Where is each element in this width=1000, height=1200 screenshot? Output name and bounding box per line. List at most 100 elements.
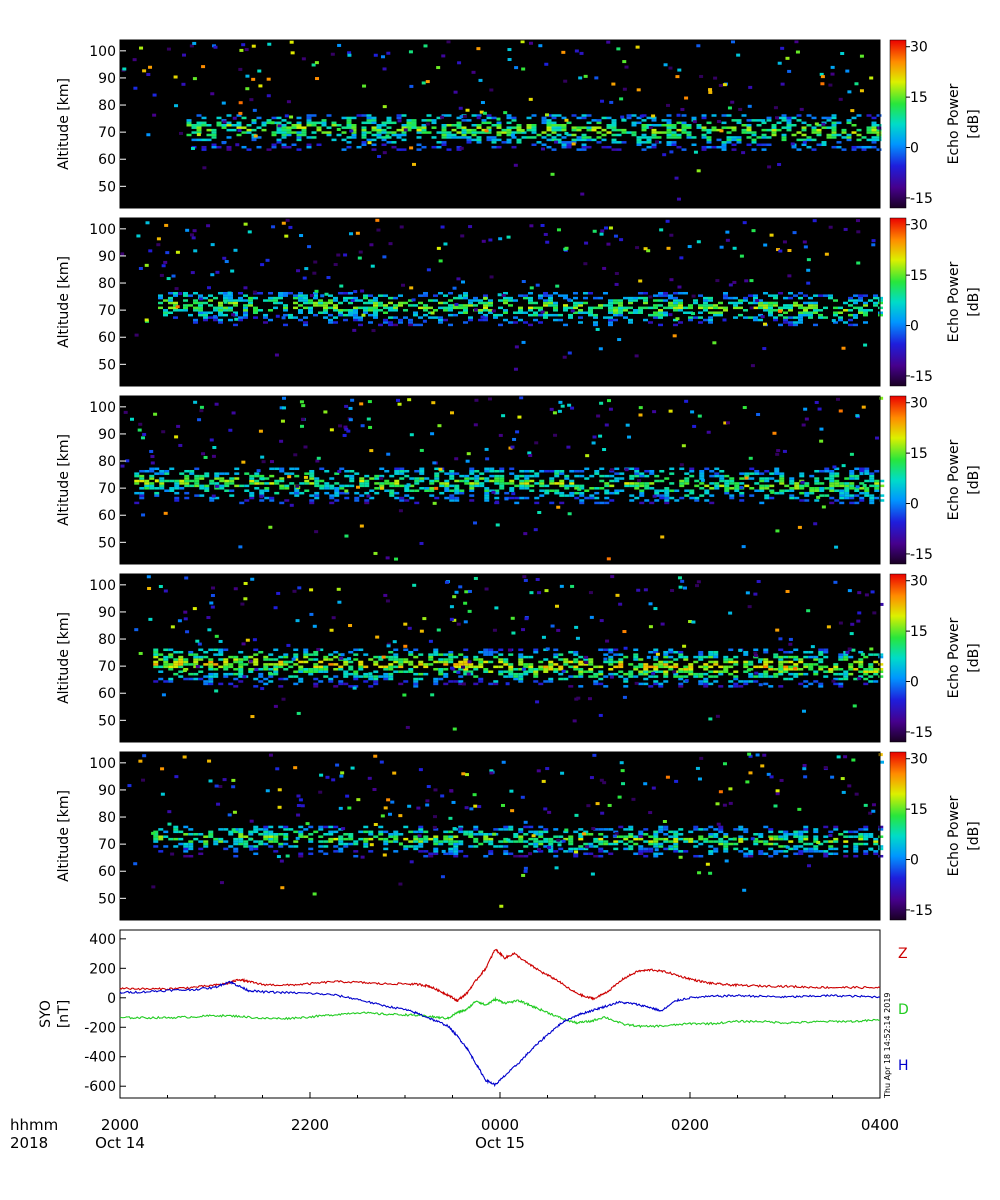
echo-cell: [323, 311, 328, 314]
echo-cell: [153, 680, 159, 683]
echo-cell: [608, 828, 614, 831]
echo-cell: [363, 675, 369, 678]
echo-cell: [421, 128, 427, 132]
echo-cell: [203, 682, 209, 686]
echo-cell: [618, 658, 624, 661]
echo-cell: [553, 828, 559, 831]
echo-cell: [791, 145, 797, 149]
noise-cell: [268, 525, 273, 529]
echo-cell: [253, 311, 258, 314]
echo-cell: [341, 116, 347, 120]
echo-cell: [834, 474, 840, 478]
echo-cell: [613, 648, 619, 652]
echo-cell: [583, 830, 589, 834]
noise-cell: [281, 396, 286, 400]
noise-cell: [513, 367, 518, 371]
echo-cell: [388, 306, 393, 310]
echo-cell: [443, 301, 448, 305]
echo-cell: [324, 469, 330, 473]
noise-cell: [494, 500, 499, 504]
echo-cell: [163, 309, 168, 312]
echo-cell: [651, 131, 657, 134]
echo-cell: [663, 828, 669, 831]
echo-cell: [699, 494, 705, 497]
noise-cell: [676, 197, 681, 201]
echo-cell: [349, 477, 355, 480]
echo-cell: [293, 663, 299, 666]
echo-cell: [733, 301, 738, 305]
echo-cell: [376, 136, 382, 139]
echo-cell: [719, 474, 725, 478]
echo-cell: [383, 842, 389, 846]
echo-cell: [553, 318, 558, 322]
echo-cell: [613, 309, 618, 312]
echo-cell: [793, 304, 798, 307]
noise-cell: [616, 47, 621, 51]
echo-cell: [551, 136, 557, 139]
echo-cell: [233, 854, 239, 858]
echo-cell: [298, 294, 303, 297]
echo-cell: [633, 835, 639, 838]
echo-cell: [188, 650, 194, 654]
echo-cell: [873, 294, 878, 297]
noise-cell: [134, 333, 139, 337]
noise-cell: [170, 625, 175, 629]
echo-cell: [586, 128, 592, 132]
noise-cell: [284, 234, 289, 238]
noise-cell: [600, 99, 605, 103]
echo-cell: [298, 668, 304, 671]
echo-cell: [546, 121, 552, 125]
noise-cell: [857, 591, 862, 595]
echo-cell: [373, 835, 379, 838]
echo-cell: [334, 491, 340, 495]
echo-cell: [281, 126, 287, 129]
echo-cell: [829, 479, 835, 483]
echo-cell: [358, 668, 364, 671]
echo-cell: [218, 309, 223, 312]
echo-cell: [338, 680, 344, 683]
echo-cell: [358, 318, 363, 322]
echo-cell: [773, 309, 778, 312]
echo-cell: [448, 309, 453, 312]
echo-cell: [488, 309, 493, 312]
echo-cell: [593, 680, 599, 683]
echo-cell: [279, 501, 285, 505]
echo-cell: [574, 474, 580, 478]
echo-cell: [749, 477, 755, 480]
echo-cell: [733, 306, 738, 310]
echo-cell: [496, 124, 502, 127]
echo-cell: [764, 469, 770, 473]
echo-cell: [203, 835, 209, 838]
echo-cell: [808, 306, 813, 310]
echo-cell: [523, 670, 529, 673]
echo-cell: [508, 828, 514, 831]
echo-cell: [373, 316, 378, 319]
echo-cell: [503, 309, 508, 312]
echo-cell: [313, 294, 318, 297]
echo-layer-cells: [120, 218, 883, 371]
echo-cell: [553, 663, 559, 666]
echo-cell: [654, 494, 660, 497]
noise-cell: [268, 671, 273, 675]
echo-cell: [728, 842, 734, 846]
noise-cell: [281, 221, 286, 225]
noise-cell: [467, 589, 472, 593]
echo-cell: [354, 499, 360, 502]
echo-cell: [401, 138, 407, 142]
echo-cell: [236, 114, 242, 117]
echo-cell: [718, 665, 724, 669]
echo-cell: [671, 141, 677, 144]
echo-cell: [401, 114, 407, 117]
echo-cell: [554, 489, 560, 492]
echo-cell: [404, 474, 410, 478]
noise-cell: [206, 224, 211, 228]
echo-cell: [543, 668, 549, 671]
noise-cell: [814, 122, 819, 126]
echo-cell: [743, 660, 749, 664]
echo-cell: [434, 479, 440, 483]
echo-cell: [486, 116, 492, 120]
echo-cell: [463, 833, 469, 836]
echo-cell: [236, 133, 242, 137]
echo-cell: [643, 847, 649, 851]
echo-cell: [804, 499, 810, 502]
